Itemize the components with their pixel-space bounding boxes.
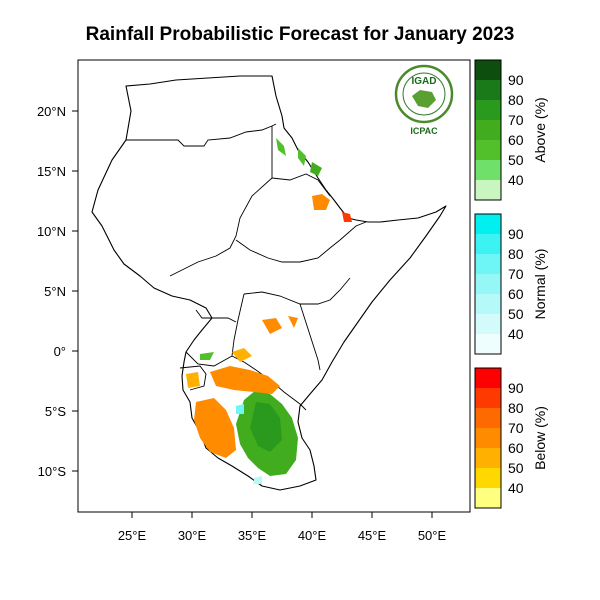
legend-swatch (475, 60, 501, 80)
legend-title: Above (%) (532, 97, 548, 162)
legend-swatch (475, 488, 501, 508)
legend-swatch (475, 294, 501, 314)
legend-label: 90 (508, 380, 524, 396)
lon-tick-label: 30°E (178, 528, 207, 543)
below-normal-area (210, 366, 280, 394)
below-normal-area (194, 398, 236, 458)
border-line (243, 277, 351, 305)
legend-frame (474, 367, 502, 509)
border-line (126, 123, 277, 147)
border-line (231, 293, 307, 411)
lat-tick-label: 0° (54, 344, 66, 359)
below-normal-area (262, 318, 282, 334)
legend-swatch (475, 428, 501, 448)
legend-swatch (475, 120, 501, 140)
border-line (169, 126, 273, 277)
legend-swatch (475, 274, 501, 294)
above-normal-area (250, 402, 282, 452)
legend-label: 70 (508, 266, 524, 282)
lon-tick-label: 25°E (118, 528, 147, 543)
logo-subtext: ICPAC (410, 126, 438, 136)
legend-frame (474, 213, 502, 355)
legend-label: 50 (508, 306, 524, 322)
normal-area (254, 476, 262, 484)
legend-label: 70 (508, 420, 524, 436)
lon-tick-label: 35°E (238, 528, 267, 543)
border-line (235, 239, 341, 263)
above-normal-area (298, 148, 306, 166)
below-normal-area (312, 194, 330, 210)
border-line (179, 365, 207, 391)
legend-label: 60 (508, 440, 524, 456)
lat-tick-label: 5°S (45, 404, 66, 419)
below-normal-area (232, 348, 252, 362)
below-normal-area (288, 316, 298, 328)
logo-text: IGAD (412, 76, 437, 87)
lat-tick-label: 20°N (37, 104, 66, 119)
lon-axis: 25°E 30°E 35°E 40°E 45°E 50°E (118, 512, 447, 543)
legend-label: 50 (508, 152, 524, 168)
legend-swatch (475, 214, 501, 234)
below-normal-area (342, 212, 352, 222)
legend-swatch (475, 100, 501, 120)
legend-label: 60 (508, 132, 524, 148)
legend-label: 80 (508, 92, 524, 108)
legend-swatch (475, 314, 501, 334)
legend-normal: 90 80 70 60 50 40 Normal (%) (474, 213, 548, 355)
below-normal-areas (186, 194, 352, 458)
lat-tick-label: 10°S (38, 464, 67, 479)
legend-label: 40 (508, 326, 524, 342)
lat-tick-label: 15°N (37, 164, 66, 179)
above-normal-area (310, 162, 322, 176)
legend-label: 50 (508, 460, 524, 476)
lat-tick-label: 5°N (44, 284, 66, 299)
lon-tick-label: 45°E (358, 528, 387, 543)
legend-swatch (475, 334, 501, 354)
legend-swatch (475, 388, 501, 408)
legend-label: 80 (508, 400, 524, 416)
lat-tick-label: 10°N (37, 224, 66, 239)
legend-label: 90 (508, 72, 524, 88)
legend-swatch (475, 368, 501, 388)
lat-axis: 20°N 15°N 10°N 5°N 0° 5°S 10°S (37, 104, 78, 479)
lon-tick-label: 40°E (298, 528, 327, 543)
lon-tick-label: 50°E (418, 528, 447, 543)
above-normal-area (200, 352, 214, 360)
above-normal-areas (200, 138, 322, 476)
country-borders (126, 123, 367, 411)
above-normal-area (276, 138, 286, 156)
legend-swatch (475, 80, 501, 100)
legend-frame (474, 59, 502, 201)
legend-swatch (475, 408, 501, 428)
legend-swatch (475, 254, 501, 274)
map-title: Rainfall Probabilistic Forecast for Janu… (85, 24, 515, 45)
legend-label: 90 (508, 226, 524, 242)
legend-swatch (475, 468, 501, 488)
legend-swatch (475, 140, 501, 160)
border-line (271, 173, 331, 197)
border-line (299, 303, 321, 371)
legend-label: 80 (508, 246, 524, 262)
legend-swatch (475, 448, 501, 468)
legend-swatch (475, 160, 501, 180)
legend-title: Normal (%) (532, 249, 548, 320)
border-line (339, 221, 367, 241)
legend-label: 60 (508, 286, 524, 302)
igad-logo: IGAD ICPAC (394, 64, 454, 136)
normal-areas (236, 404, 262, 484)
legend-swatch (475, 234, 501, 254)
normal-area (236, 404, 244, 414)
africa-map-icon (412, 90, 436, 108)
legend-swatch (475, 180, 501, 200)
legend-below: 90 80 70 60 50 40 Below (%) (474, 367, 548, 509)
legend-label: 40 (508, 480, 524, 496)
region-outline (91, 75, 447, 491)
legend-title: Below (%) (532, 406, 548, 470)
legend-above: 90 80 70 60 50 40 Above (%) (474, 59, 548, 201)
legend-label: 70 (508, 112, 524, 128)
legend-label: 40 (508, 172, 524, 188)
border-line (185, 351, 233, 367)
below-normal-area (186, 372, 200, 388)
